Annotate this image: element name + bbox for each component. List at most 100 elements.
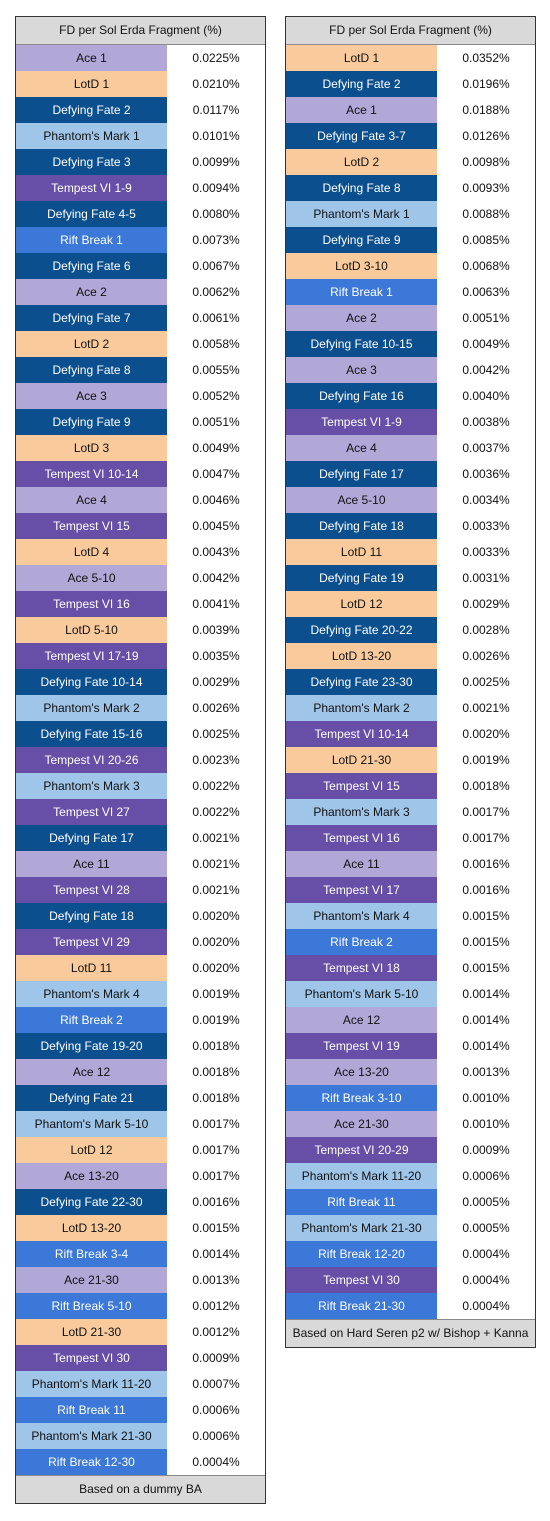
skill-name-cell: Tempest VI 1-9 bbox=[286, 409, 437, 435]
skill-name-cell: Defying Fate 10-15 bbox=[286, 331, 437, 357]
table-row: LotD 3 0.0049% bbox=[16, 435, 265, 461]
skill-name-cell: Rift Break 2 bbox=[286, 929, 437, 955]
fd-value-cell: 0.0017% bbox=[192, 1169, 240, 1183]
fd-value-cell: 0.0041% bbox=[192, 597, 240, 611]
fd-value-cell: 0.0040% bbox=[462, 389, 510, 403]
skill-name-cell: Tempest VI 28 bbox=[16, 877, 167, 903]
table-row: LotD 3-10 0.0068% bbox=[286, 253, 535, 279]
table-dummy-ba: FD per Sol Erda Fragment (%) Ace 1 0.0225… bbox=[15, 16, 266, 1504]
skill-name-cell: Defying Fate 22-30 bbox=[16, 1189, 167, 1215]
fd-value-cell: 0.0036% bbox=[462, 467, 510, 481]
fd-value-cell: 0.0033% bbox=[462, 519, 510, 533]
fd-value-cell: 0.0068% bbox=[462, 259, 510, 273]
fd-value-cell: 0.0015% bbox=[462, 935, 510, 949]
table-row: Defying Fate 7 0.0061% bbox=[16, 305, 265, 331]
table-row: Phantom's Mark 4 0.0019% bbox=[16, 981, 265, 1007]
fd-value-cell: 0.0005% bbox=[462, 1195, 510, 1209]
table-row: Rift Break 11 0.0006% bbox=[16, 1397, 265, 1423]
fd-value-cell: 0.0016% bbox=[192, 1195, 240, 1209]
skill-name-cell: Tempest VI 20-29 bbox=[286, 1137, 437, 1163]
fd-value-cell: 0.0019% bbox=[192, 987, 240, 1001]
fd-value-cell: 0.0018% bbox=[192, 1091, 240, 1105]
table-row: Defying Fate 10-14 0.0029% bbox=[16, 669, 265, 695]
fd-value-cell: 0.0049% bbox=[462, 337, 510, 351]
skill-name-cell: Ace 4 bbox=[286, 435, 437, 461]
fd-value-cell: 0.0047% bbox=[192, 467, 240, 481]
skill-name-cell: Phantom's Mark 2 bbox=[16, 695, 167, 721]
fd-value-cell: 0.0093% bbox=[462, 181, 510, 195]
skill-name-cell: Ace 3 bbox=[286, 357, 437, 383]
skill-name-cell: Tempest VI 18 bbox=[286, 955, 437, 981]
table-row: Ace 2 0.0062% bbox=[16, 279, 265, 305]
fd-value-cell: 0.0021% bbox=[192, 831, 240, 845]
fd-value-cell: 0.0033% bbox=[462, 545, 510, 559]
fd-value-cell: 0.0004% bbox=[462, 1273, 510, 1287]
skill-name-cell: LotD 2 bbox=[286, 149, 437, 175]
skill-name-cell: LotD 2 bbox=[16, 331, 167, 357]
table-row: Ace 11 0.0016% bbox=[286, 851, 535, 877]
table-row: Defying Fate 8 0.0055% bbox=[16, 357, 265, 383]
skill-name-cell: Phantom's Mark 21-30 bbox=[286, 1215, 437, 1241]
fd-value-cell: 0.0015% bbox=[462, 961, 510, 975]
skill-name-cell: Tempest VI 15 bbox=[16, 513, 167, 539]
skill-name-cell: LotD 1 bbox=[286, 45, 437, 71]
skill-name-cell: Rift Break 5-10 bbox=[16, 1293, 167, 1319]
fd-value-cell: 0.0017% bbox=[462, 831, 510, 845]
fd-value-cell: 0.0021% bbox=[192, 857, 240, 871]
skill-name-cell: LotD 13-20 bbox=[286, 643, 437, 669]
table-body: LotD 1 0.0352% Defying Fate 2 0.0196% Ace 1 0… bbox=[286, 45, 535, 1319]
fd-value-cell: 0.0014% bbox=[462, 1039, 510, 1053]
fd-value-cell: 0.0026% bbox=[462, 649, 510, 663]
fd-value-cell: 0.0018% bbox=[192, 1065, 240, 1079]
skill-name-cell: Defying Fate 9 bbox=[286, 227, 437, 253]
table-row: Phantom's Mark 2 0.0021% bbox=[286, 695, 535, 721]
table-row: Phantom's Mark 5-10 0.0017% bbox=[16, 1111, 265, 1137]
skill-name-cell: Tempest VI 30 bbox=[286, 1267, 437, 1293]
skill-name-cell: Phantom's Mark 21-30 bbox=[16, 1423, 167, 1449]
skill-name-cell: LotD 12 bbox=[16, 1137, 167, 1163]
table-hard-seren: FD per Sol Erda Fragment (%) LotD 1 0.035… bbox=[285, 16, 536, 1348]
table-row: Rift Break 11 0.0005% bbox=[286, 1189, 535, 1215]
fd-value-cell: 0.0034% bbox=[462, 493, 510, 507]
fd-value-cell: 0.0029% bbox=[462, 597, 510, 611]
table-row: Defying Fate 19-20 0.0018% bbox=[16, 1033, 265, 1059]
table-row: Phantom's Mark 4 0.0015% bbox=[286, 903, 535, 929]
skill-name-cell: Rift Break 12-20 bbox=[286, 1241, 437, 1267]
skill-name-cell: LotD 11 bbox=[16, 955, 167, 981]
skill-name-cell: Phantom's Mark 3 bbox=[16, 773, 167, 799]
table-row: Defying Fate 9 0.0051% bbox=[16, 409, 265, 435]
table-row: Ace 21-30 0.0010% bbox=[286, 1111, 535, 1137]
skill-name-cell: Phantom's Mark 1 bbox=[286, 201, 437, 227]
table-row: Ace 3 0.0042% bbox=[286, 357, 535, 383]
skill-name-cell: LotD 12 bbox=[286, 591, 437, 617]
skill-name-cell: Defying Fate 9 bbox=[16, 409, 167, 435]
fd-value-cell: 0.0006% bbox=[192, 1403, 240, 1417]
table-row: Defying Fate 18 0.0033% bbox=[286, 513, 535, 539]
skill-name-cell: Defying Fate 2 bbox=[286, 71, 437, 97]
skill-name-cell: LotD 21-30 bbox=[286, 747, 437, 773]
fd-value-cell: 0.0010% bbox=[462, 1091, 510, 1105]
fd-value-cell: 0.0020% bbox=[192, 909, 240, 923]
fd-value-cell: 0.0017% bbox=[192, 1143, 240, 1157]
table-row: Tempest VI 29 0.0020% bbox=[16, 929, 265, 955]
skill-name-cell: Defying Fate 21 bbox=[16, 1085, 167, 1111]
skill-name-cell: Tempest VI 29 bbox=[16, 929, 167, 955]
fd-value-cell: 0.0006% bbox=[462, 1169, 510, 1183]
skill-name-cell: Tempest VI 16 bbox=[16, 591, 167, 617]
fd-value-cell: 0.0055% bbox=[192, 363, 240, 377]
fd-value-cell: 0.0188% bbox=[462, 103, 510, 117]
table-footer: Based on Hard Seren p2 w/ Bishop + Kanna bbox=[286, 1319, 535, 1347]
skill-name-cell: Defying Fate 8 bbox=[286, 175, 437, 201]
skill-name-cell: LotD 4 bbox=[16, 539, 167, 565]
skill-name-cell: Ace 13-20 bbox=[16, 1163, 167, 1189]
table-body: Ace 1 0.0225% LotD 1 0.0210% Defying Fate 2 0… bbox=[16, 45, 265, 1475]
fd-value-cell: 0.0029% bbox=[192, 675, 240, 689]
table-row: Ace 5-10 0.0034% bbox=[286, 487, 535, 513]
table-row: Defying Fate 18 0.0020% bbox=[16, 903, 265, 929]
fd-value-cell: 0.0085% bbox=[462, 233, 510, 247]
fd-value-cell: 0.0117% bbox=[192, 103, 240, 117]
fd-value-cell: 0.0015% bbox=[192, 1221, 240, 1235]
skill-name-cell: Defying Fate 23-30 bbox=[286, 669, 437, 695]
fd-value-cell: 0.0101% bbox=[192, 129, 240, 143]
fd-value-cell: 0.0099% bbox=[192, 155, 240, 169]
